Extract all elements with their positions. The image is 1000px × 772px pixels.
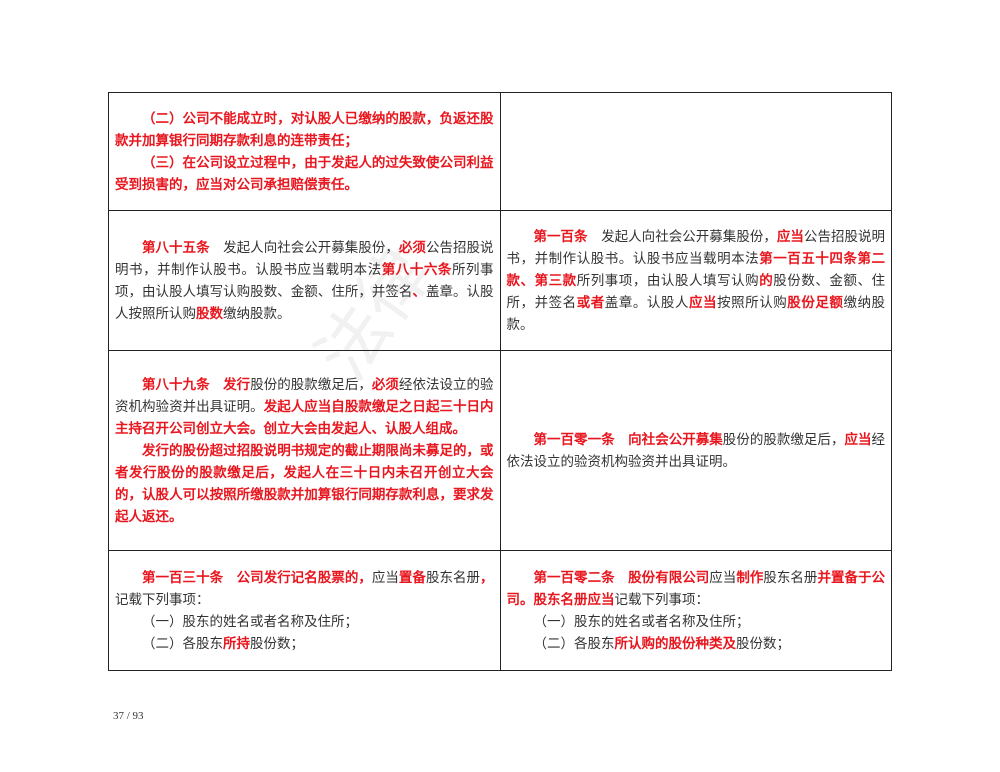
changed-text: 股数 xyxy=(196,305,223,322)
text-segment: 股份数； xyxy=(736,635,790,652)
changed-text: 第一百零一条 xyxy=(533,431,615,448)
text-segment: 经依法设立的验资机构验资并出具证明。 xyxy=(506,431,886,470)
paragraph: 第八十五条 发起人向社会公开募集股份，必须公告招股说明书，并制作认股书。认股书应… xyxy=(115,237,494,325)
changed-text: 向社会公开募集 xyxy=(628,431,723,448)
text-segment: 记载下列事项： xyxy=(115,591,210,608)
right-cell xyxy=(499,92,892,211)
text-segment: 经依法设立的验资机构验资并出具证明。 xyxy=(115,376,494,415)
changed-text: 股份足额 xyxy=(787,294,844,311)
paragraph: 第一百零二条 股份有限公司应当制作股东名册并置备于公司。股东名册应当记载下列事项… xyxy=(507,567,886,611)
text-segment xyxy=(210,377,224,393)
left-cell: 第八十五条 发起人向社会公开募集股份，必须公告招股说明书，并制作认股书。认股书应… xyxy=(108,210,501,351)
changed-text: 应当 xyxy=(776,228,804,245)
changed-text: 发起人应当自股款缴足之日起三十日内主持召开公司创立大会。创立大会由发起人、认股人… xyxy=(115,398,494,437)
changed-text: 制作 xyxy=(736,569,764,586)
right-cell: 第一百零一条 向社会公开募集股份的股款缴足后，应当经依法设立的验资机构验资并出具… xyxy=(499,350,892,551)
text-segment: 发起人向社会公开募集股份， xyxy=(209,239,399,256)
changed-text: 发行 xyxy=(223,376,251,393)
paragraph: 第一百三十条 公司发行记名股票的，应当置备股东名册， 记载下列事项： xyxy=(115,567,494,611)
left-cell: 第八十九条 发行股份的股款缴足后，必须经依法设立的验资机构验资并出具证明。发起人… xyxy=(108,350,501,551)
text-segment: 盖章。认股人按照所认购 xyxy=(115,283,494,322)
paragraph: （二）各股东所持股份数； xyxy=(115,633,494,655)
text-segment: 应当 xyxy=(709,569,737,586)
paragraph: 第一百条 发起人向社会公开募集股份，应当公告招股说明书，并制作认股书。认股书应当… xyxy=(507,226,886,336)
paragraph: （一）股东的姓名或者名称及住所； xyxy=(507,611,886,633)
text-segment: 股份数； xyxy=(250,635,304,652)
text-segment: （二）各股东 xyxy=(142,635,223,652)
text-segment: 公告招股说明书，并制作认股书。认股书应当载明本法 xyxy=(115,239,494,278)
paragraph: 发行的股份超过招股说明书规定的截止期限尚未募足的，或者发行股份的股款缴足后，发起… xyxy=(115,440,494,528)
changed-text: 公司发行记名股票的， xyxy=(236,569,372,586)
changed-text: 或者 xyxy=(576,294,605,311)
changed-text: 应当 xyxy=(689,294,718,311)
text-segment: 股东名册 xyxy=(763,569,818,586)
text-segment: 按照所认购 xyxy=(717,294,788,311)
changed-text: 的 xyxy=(759,272,774,289)
left-cell: 第一百三十条 公司发行记名股票的，应当置备股东名册， 记载下列事项： （一）股东的姓… xyxy=(108,550,501,671)
right-cell: 第一百条 发起人向社会公开募集股份，应当公告招股说明书，并制作认股书。认股书应当… xyxy=(499,210,892,351)
paragraph: （二）各股东所认购的股份种类及股份数； xyxy=(507,633,886,655)
text-segment: 所列事项，由认股人填写认购股数、金额、住所，并签名 xyxy=(115,261,494,300)
text-segment: 缴纳股款。 xyxy=(506,294,886,333)
text-segment: （一）股东的姓名或者名称及住所； xyxy=(533,613,750,630)
text-segment: 缴纳股款。 xyxy=(223,305,291,322)
changed-text: （二）公司不能成立时，对认股人已缴纳的股款，负返还股款并加算银行同期存款利息的连… xyxy=(115,110,494,149)
text-segment: 记载下列事项： xyxy=(614,591,710,608)
changed-text: （三）在公司设立过程中，由于发起人的过失致使公司利益受到损害的，应当对公司承担赔… xyxy=(115,154,494,193)
text-segment: 盖章。认股人 xyxy=(604,294,690,311)
changed-text: 第八十六条 xyxy=(381,261,452,278)
text-segment: 股份的股款缴足后， xyxy=(722,431,845,448)
changed-text: 、 xyxy=(412,283,426,300)
text-segment: 股份数、金额、住所，并签名 xyxy=(506,272,886,311)
text-segment: （一）股东的姓名或者名称及住所； xyxy=(142,613,358,630)
changed-text: 必须 xyxy=(371,376,399,393)
text-segment xyxy=(223,570,237,586)
changed-text: 第一百条 xyxy=(533,228,588,245)
text-segment: 应当 xyxy=(371,569,399,586)
paragraph: 第一百零一条 向社会公开募集股份的股款缴足后，应当经依法设立的验资机构验资并出具… xyxy=(507,429,886,473)
changed-text: 置备 xyxy=(398,569,426,586)
changed-text: 发行的股份超过招股说明书规定的截止期限尚未募足的，或者发行股份的股款缴足后，发起… xyxy=(115,442,494,525)
paragraph: 第八十九条 发行股份的股款缴足后，必须经依法设立的验资机构验资并出具证明。发起人… xyxy=(115,374,494,440)
text-segment: （二）各股东 xyxy=(533,635,615,652)
page-number: 37 / 93 xyxy=(113,710,144,722)
text-segment: 发起人向社会公开募集股份， xyxy=(587,228,777,245)
changed-text: 应当 xyxy=(844,431,872,448)
paragraph: （一）股东的姓名或者名称及住所； xyxy=(115,611,494,633)
table-row: （二）公司不能成立时，对认股人已缴纳的股款，负返还股款并加算银行同期存款利息的连… xyxy=(108,92,892,211)
changed-text: 并置备于公司。股东名册应当 xyxy=(506,569,886,608)
paragraph: （三）在公司设立过程中，由于发起人的过失致使公司利益受到损害的，应当对公司承担赔… xyxy=(115,152,494,196)
changed-text: 股份有限公司 xyxy=(628,569,710,586)
table-row: 第八十五条 发起人向社会公开募集股份，必须公告招股说明书，并制作认股书。认股书应… xyxy=(108,210,892,351)
paragraph: （二）公司不能成立时，对认股人已缴纳的股款，负返还股款并加算银行同期存款利息的连… xyxy=(115,108,494,152)
text-segment: 股份的股款缴足后， xyxy=(250,376,372,393)
changed-text: ， xyxy=(480,569,494,586)
changed-text: 第八十九条 xyxy=(142,376,210,393)
left-cell: （二）公司不能成立时，对认股人已缴纳的股款，负返还股款并加算银行同期存款利息的连… xyxy=(108,92,501,211)
text-segment xyxy=(615,570,629,586)
text-segment xyxy=(615,432,629,448)
changed-text: 必须 xyxy=(398,239,426,256)
changed-text: 第一百零二条 xyxy=(533,569,615,586)
changed-text: 第一百三十条 xyxy=(142,569,224,586)
right-cell: 第一百零二条 股份有限公司应当制作股东名册并置备于公司。股东名册应当记载下列事项… xyxy=(499,550,892,671)
changed-text: 所认购的股份种类及 xyxy=(614,635,737,652)
changed-text: 第一百五十四条第二款、第三款 xyxy=(506,250,886,289)
changed-text: 第八十五条 xyxy=(142,239,210,256)
comparison-table: （二）公司不能成立时，对认股人已缴纳的股款，负返还股款并加算银行同期存款利息的连… xyxy=(108,92,892,671)
text-segment: 股东名册 xyxy=(425,569,481,586)
changed-text: 所持 xyxy=(223,635,250,652)
text-segment: 公告招股说明书，并制作认股书。认股书应当载明本法 xyxy=(506,228,886,267)
text-segment: 所列事项，由认股人填写认购 xyxy=(576,272,760,289)
table-row: 第一百三十条 公司发行记名股票的，应当置备股东名册，记载下列事项： （一）股东的姓… xyxy=(108,550,892,671)
table-row: 第八十九条 发行股份的股款缴足后，必须经依法设立的验资机构验资并出具证明。发起人… xyxy=(108,350,892,551)
